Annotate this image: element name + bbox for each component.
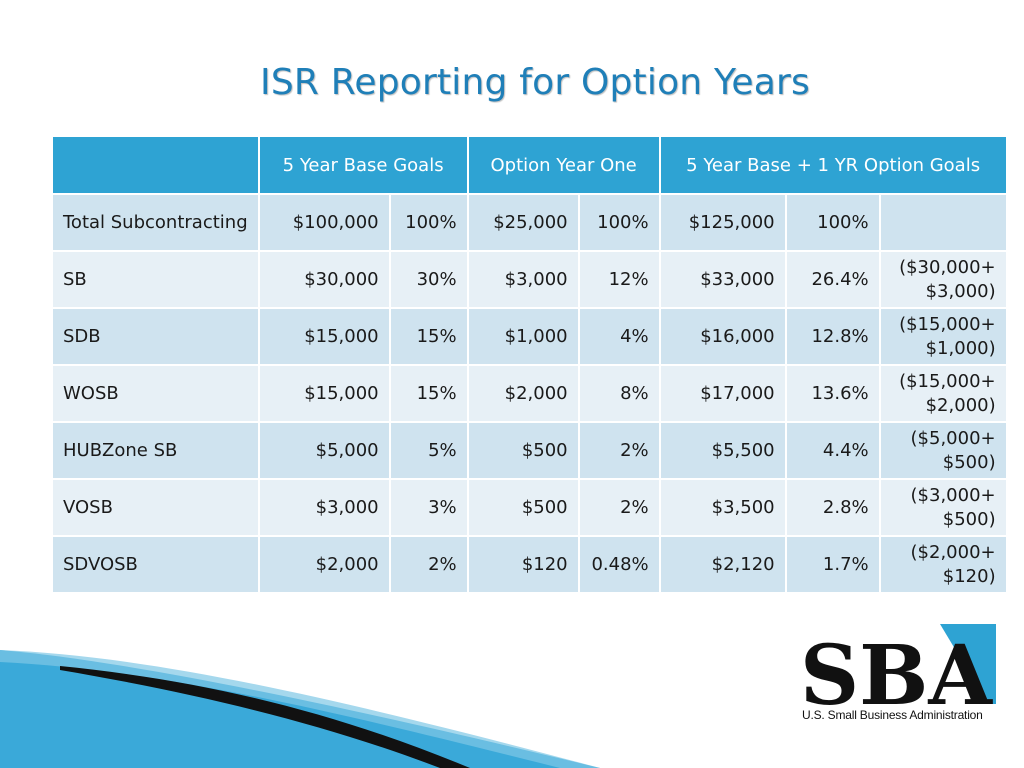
table-row: Total Subcontracting $100,000 100% $25,0… <box>51 193 1008 252</box>
calculation-cell <box>878 193 1008 252</box>
base-percent: 30% <box>388 250 469 309</box>
calc-line-1: ($2,000+ <box>910 541 996 563</box>
base-amount: $30,000 <box>257 250 391 309</box>
option-percent: 8% <box>577 364 661 423</box>
option-amount: $120 <box>466 535 580 594</box>
base-percent: 15% <box>388 364 469 423</box>
base-amount: $15,000 <box>257 307 391 366</box>
table-row: SDVOSB $2,000 2% $120 0.48% $2,120 1.7% … <box>51 535 1008 594</box>
table-row: SDB $15,000 15% $1,000 4% $16,000 12.8% … <box>51 307 1008 366</box>
option-amount: $3,000 <box>466 250 580 309</box>
calculation-cell: ($5,000+ $500) <box>878 421 1008 480</box>
table-row: VOSB $3,000 3% $500 2% $3,500 2.8% ($3,0… <box>51 478 1008 537</box>
option-amount: $500 <box>466 478 580 537</box>
logo-blue-triangle <box>940 624 996 704</box>
slide-title: ISR Reporting for Option Years <box>260 62 810 103</box>
option-amount: $1,000 <box>466 307 580 366</box>
row-label: WOSB <box>51 364 260 423</box>
table-header-row: 5 Year Base Goals Option Year One 5 Year… <box>51 135 1008 195</box>
swoosh-black-stripe <box>60 666 470 768</box>
option-percent: 12% <box>577 250 661 309</box>
row-label: SDVOSB <box>51 535 260 594</box>
row-label: SB <box>51 250 260 309</box>
total-percent: 12.8% <box>784 307 881 366</box>
total-amount: $2,120 <box>658 535 787 594</box>
header-empty <box>51 135 260 195</box>
logo-tagline: U.S. Small Business Administration <box>802 708 983 722</box>
calculation-cell: ($15,000+ $1,000) <box>878 307 1008 366</box>
base-amount: $2,000 <box>257 535 391 594</box>
total-percent: 13.6% <box>784 364 881 423</box>
calc-line-2: $120) <box>942 565 996 587</box>
base-percent: 5% <box>388 421 469 480</box>
logo-mark: SBA <box>800 628 993 724</box>
base-percent: 2% <box>388 535 469 594</box>
base-amount: $100,000 <box>257 193 391 252</box>
calculation-cell: ($2,000+ $120) <box>878 535 1008 594</box>
base-amount: $3,000 <box>257 478 391 537</box>
row-label: SDB <box>51 307 260 366</box>
header-option-year-one: Option Year One <box>466 135 661 195</box>
total-amount: $17,000 <box>658 364 787 423</box>
calc-line-1: ($3,000+ <box>910 484 996 506</box>
option-percent: 100% <box>577 193 661 252</box>
base-amount: $5,000 <box>257 421 391 480</box>
row-label: HUBZone SB <box>51 421 260 480</box>
row-label: VOSB <box>51 478 260 537</box>
calculation-cell: ($30,000+ $3,000) <box>878 250 1008 309</box>
calc-line-2: $1,000) <box>925 337 996 359</box>
total-amount: $125,000 <box>658 193 787 252</box>
total-percent: 26.4% <box>784 250 881 309</box>
calc-line-2: $500) <box>942 451 996 473</box>
base-amount: $15,000 <box>257 364 391 423</box>
option-percent: 2% <box>577 421 661 480</box>
option-amount: $500 <box>466 421 580 480</box>
calc-line-2: $2,000) <box>925 394 996 416</box>
option-percent: 0.48% <box>577 535 661 594</box>
calc-line-2: $500) <box>942 508 996 530</box>
option-amount: $25,000 <box>466 193 580 252</box>
total-amount: $3,500 <box>658 478 787 537</box>
total-percent: 4.4% <box>784 421 881 480</box>
base-percent: 100% <box>388 193 469 252</box>
calculation-cell: ($15,000+ $2,000) <box>878 364 1008 423</box>
table-row: WOSB $15,000 15% $2,000 8% $17,000 13.6%… <box>51 364 1008 423</box>
header-combined-goals: 5 Year Base + 1 YR Option Goals <box>658 135 1008 195</box>
option-percent: 4% <box>577 307 661 366</box>
calc-line-1: ($15,000+ <box>899 370 996 392</box>
option-percent: 2% <box>577 478 661 537</box>
table-row: HUBZone SB $5,000 5% $500 2% $5,500 4.4%… <box>51 421 1008 480</box>
calculation-cell: ($3,000+ $500) <box>878 478 1008 537</box>
calc-line-1: ($15,000+ <box>899 313 996 335</box>
row-label: Total Subcontracting <box>51 193 260 252</box>
calc-line-1: ($5,000+ <box>910 427 996 449</box>
base-percent: 15% <box>388 307 469 366</box>
decorative-swoosh <box>0 650 600 768</box>
total-percent: 2.8% <box>784 478 881 537</box>
calc-line-1: ($30,000+ <box>899 256 996 278</box>
table-row: SB $30,000 30% $3,000 12% $33,000 26.4% … <box>51 250 1008 309</box>
total-amount: $16,000 <box>658 307 787 366</box>
total-percent: 100% <box>784 193 881 252</box>
isr-table: 5 Year Base Goals Option Year One 5 Year… <box>51 135 1008 594</box>
sba-logo: SBA <box>800 624 996 724</box>
calc-line-2: $3,000) <box>925 280 996 302</box>
total-amount: $5,500 <box>658 421 787 480</box>
total-percent: 1.7% <box>784 535 881 594</box>
option-amount: $2,000 <box>466 364 580 423</box>
total-amount: $33,000 <box>658 250 787 309</box>
header-base-goals: 5 Year Base Goals <box>257 135 469 195</box>
base-percent: 3% <box>388 478 469 537</box>
swoosh-highlight <box>0 650 600 768</box>
